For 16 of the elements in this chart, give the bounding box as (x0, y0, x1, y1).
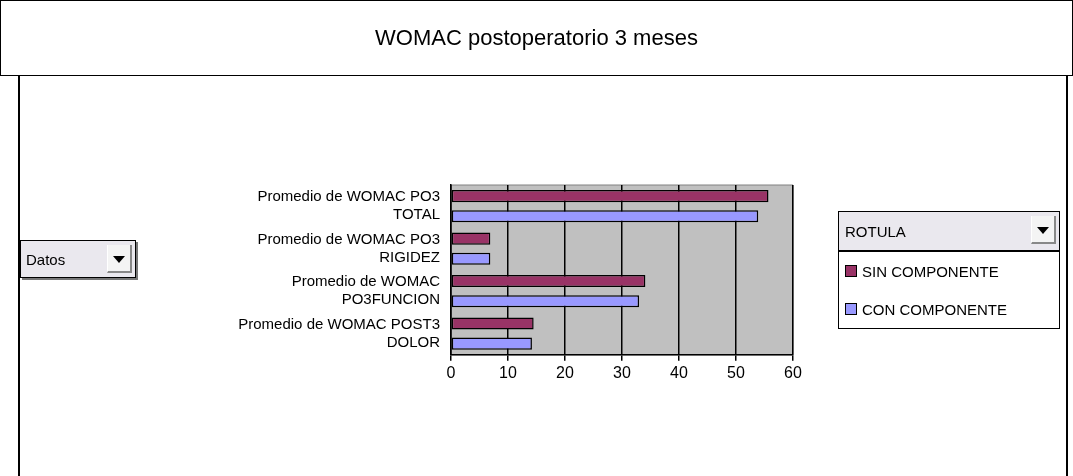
legend-title: ROTULA (845, 222, 906, 240)
x-tick-label: 60 (784, 363, 802, 381)
y-tick-label: Promedio de WOMAC POST3 DOLOR (238, 314, 441, 350)
x-tick-label: 0 (446, 363, 456, 381)
x-tick-label: 40 (670, 363, 688, 381)
y-tick-label: Promedio de WOMAC PO3FUNCION (291, 272, 441, 308)
legend-label: SIN COMPONENTE (862, 262, 999, 280)
x-tick-label: 20 (556, 363, 574, 381)
y-tick-label: Promedio de WOMAC PO3 RIGIDEZ (257, 229, 440, 265)
text: Datos (26, 250, 66, 268)
x-tick-label: 30 (613, 363, 631, 381)
x-tick-label: 50 (727, 363, 745, 381)
chart-title: WOMAC postoperatorio 3 meses (0, 0, 1073, 76)
legend-label: CON COMPONENTE (862, 300, 1008, 318)
x-tick-label: 10 (499, 363, 517, 381)
y-tick-label: Promedio de WOMAC PO3 TOTAL (257, 187, 440, 223)
